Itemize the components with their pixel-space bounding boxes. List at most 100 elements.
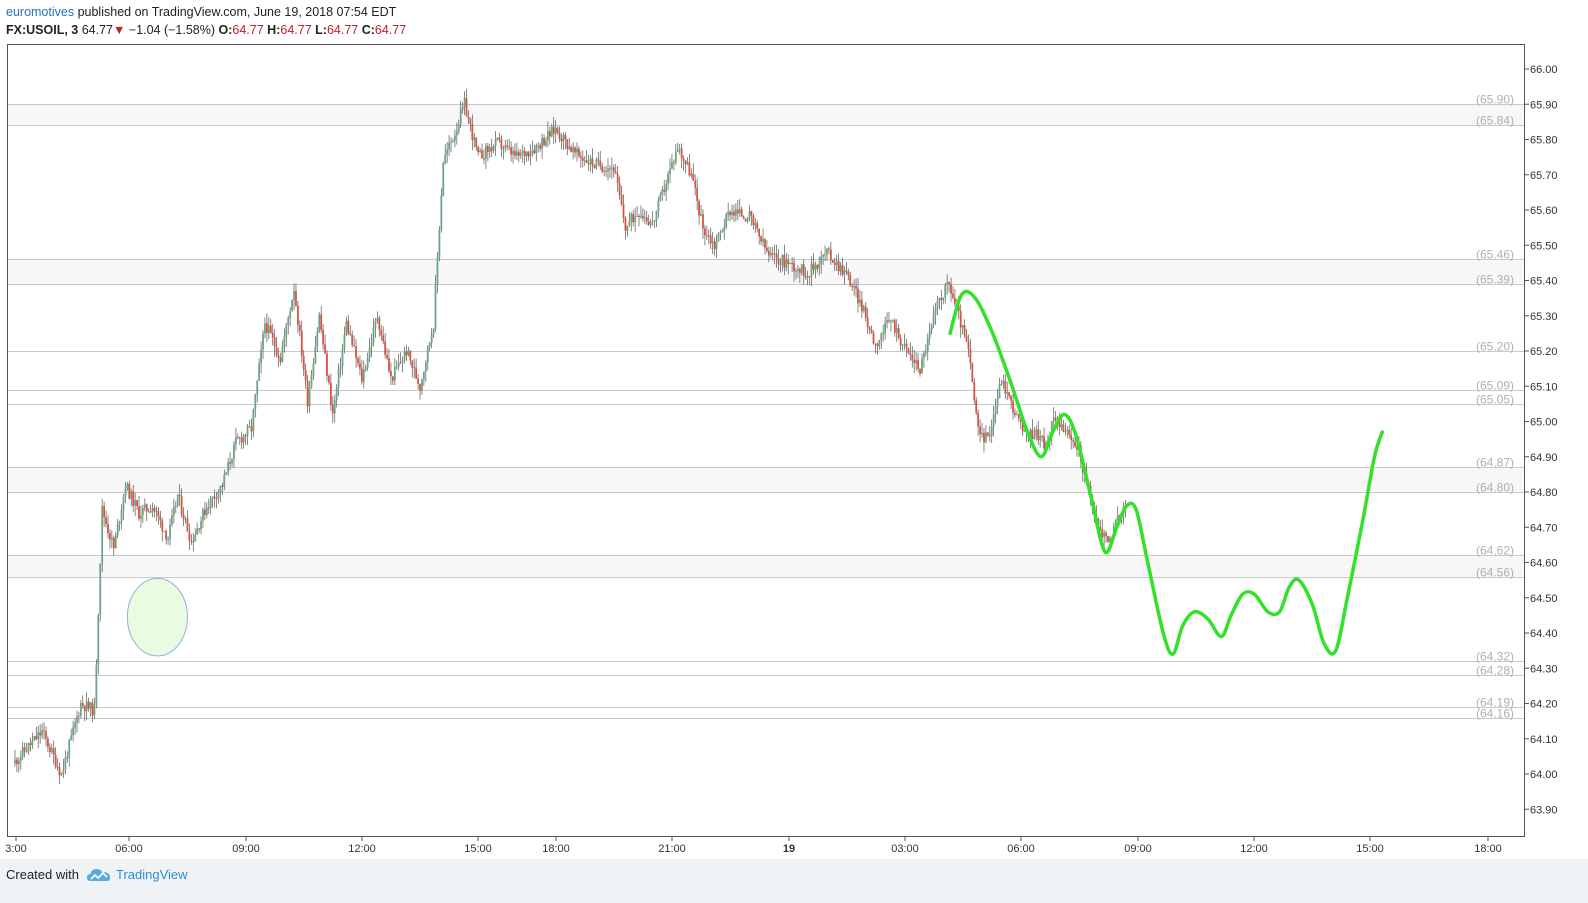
candle-body	[988, 435, 991, 437]
candle-body	[436, 257, 439, 285]
candle-body	[453, 135, 456, 141]
candle-body	[785, 260, 788, 268]
candle-body	[665, 184, 668, 192]
candle-body	[924, 352, 927, 354]
y-tick-label: 65.20	[1530, 346, 1558, 358]
forecast-drawing[interactable]	[948, 289, 1384, 656]
candle-body	[43, 730, 45, 732]
candle-body	[911, 354, 914, 360]
candle-body	[277, 355, 280, 358]
low-label: L:	[315, 23, 327, 37]
candle-body	[826, 248, 828, 255]
candle-body	[897, 328, 900, 339]
candle-body	[479, 150, 481, 152]
candle-body	[818, 263, 821, 269]
candle-body	[310, 375, 313, 389]
candle-body	[537, 145, 540, 147]
price-axis[interactable]: 66.00 65.90 65.80 65.70 65.60 65.50 65.40 65.30…	[1524, 64, 1558, 816]
candle-body	[700, 214, 702, 216]
candle-body	[390, 371, 392, 377]
candle-body	[585, 160, 588, 164]
candle-body	[384, 341, 387, 355]
candle-body	[184, 518, 187, 520]
candle-body	[965, 335, 968, 341]
candle-body	[1116, 515, 1119, 520]
candle-body	[78, 715, 80, 717]
candle-body	[903, 343, 906, 345]
candle-body	[393, 366, 396, 381]
x-tick-label: 09:00	[1124, 843, 1152, 855]
candle-body	[180, 496, 183, 515]
candle-body	[690, 173, 693, 176]
candle-body	[335, 387, 338, 401]
candle-body	[328, 376, 330, 383]
candle-body	[729, 211, 731, 216]
candle-body	[804, 275, 807, 278]
candle-body	[876, 344, 879, 347]
candle-body	[930, 324, 933, 331]
candle-body	[502, 148, 505, 150]
candle-body	[347, 320, 350, 334]
candle-body	[990, 426, 993, 436]
candle-body	[186, 518, 189, 532]
candle-body	[736, 209, 739, 214]
candle-body	[748, 211, 751, 221]
price-chart[interactable]: (65.90) (65.84) (65.46) (65.39) (65.20) (65.0…	[0, 0, 1588, 859]
candle-body	[994, 406, 997, 415]
candle-body	[738, 209, 741, 214]
candle-body	[570, 146, 573, 153]
tradingview-link[interactable]: TradingView	[116, 867, 188, 882]
candle-body	[550, 126, 553, 137]
candle-body	[424, 362, 427, 372]
candle-body	[564, 134, 567, 140]
candle-body	[380, 330, 383, 336]
candle-body	[543, 138, 545, 146]
candle-body	[672, 162, 675, 164]
candle-body	[971, 363, 974, 383]
highlight-ellipse[interactable]	[126, 577, 188, 657]
candle-body	[645, 217, 648, 222]
candle-body	[302, 355, 305, 370]
candle-body	[510, 147, 512, 155]
forecast-curve[interactable]	[948, 289, 1384, 656]
candle-body	[87, 701, 90, 709]
down-arrow-icon: ▼	[113, 23, 126, 37]
ellipse-drawing[interactable]	[126, 577, 188, 657]
candle-body	[895, 328, 898, 333]
candle-body	[843, 270, 846, 275]
candle-body	[891, 320, 894, 322]
candle-body	[855, 285, 857, 289]
level-label: (64.32)	[1476, 650, 1514, 664]
footer-bar: Created with TradingView	[0, 859, 1588, 903]
candle-body	[568, 146, 571, 149]
candle-body	[870, 329, 873, 333]
candle-body	[754, 223, 757, 226]
candle-body	[888, 320, 890, 322]
level-zone	[8, 467, 1524, 492]
candle-body	[1050, 421, 1053, 436]
candle-body	[194, 534, 197, 542]
candle-body	[789, 262, 792, 265]
candle-body	[200, 521, 202, 530]
candle-body	[258, 363, 261, 381]
level-label: (64.80)	[1476, 481, 1514, 495]
candle-body	[638, 215, 640, 217]
candle-body	[599, 160, 602, 167]
candle-body	[360, 368, 363, 382]
candle-body	[54, 754, 57, 768]
candle-body	[103, 505, 106, 518]
author-link[interactable]: euromotives	[6, 5, 75, 19]
candle-body	[14, 759, 16, 764]
time-axis[interactable]: 3:00 06:00 09:00 12:00 15:00 18:00 21:00 19 03:0…	[5, 836, 1502, 855]
candle-body	[601, 166, 604, 172]
candle-body	[1029, 429, 1032, 439]
candle-body	[717, 233, 720, 242]
candle-body	[636, 215, 638, 217]
candle-body	[107, 523, 109, 534]
candle-body	[783, 255, 786, 268]
candle-body	[56, 767, 59, 769]
candle-body	[1023, 430, 1026, 432]
plot-area[interactable]	[7, 44, 1525, 837]
candle-body	[620, 195, 623, 205]
candle-body	[202, 509, 204, 522]
